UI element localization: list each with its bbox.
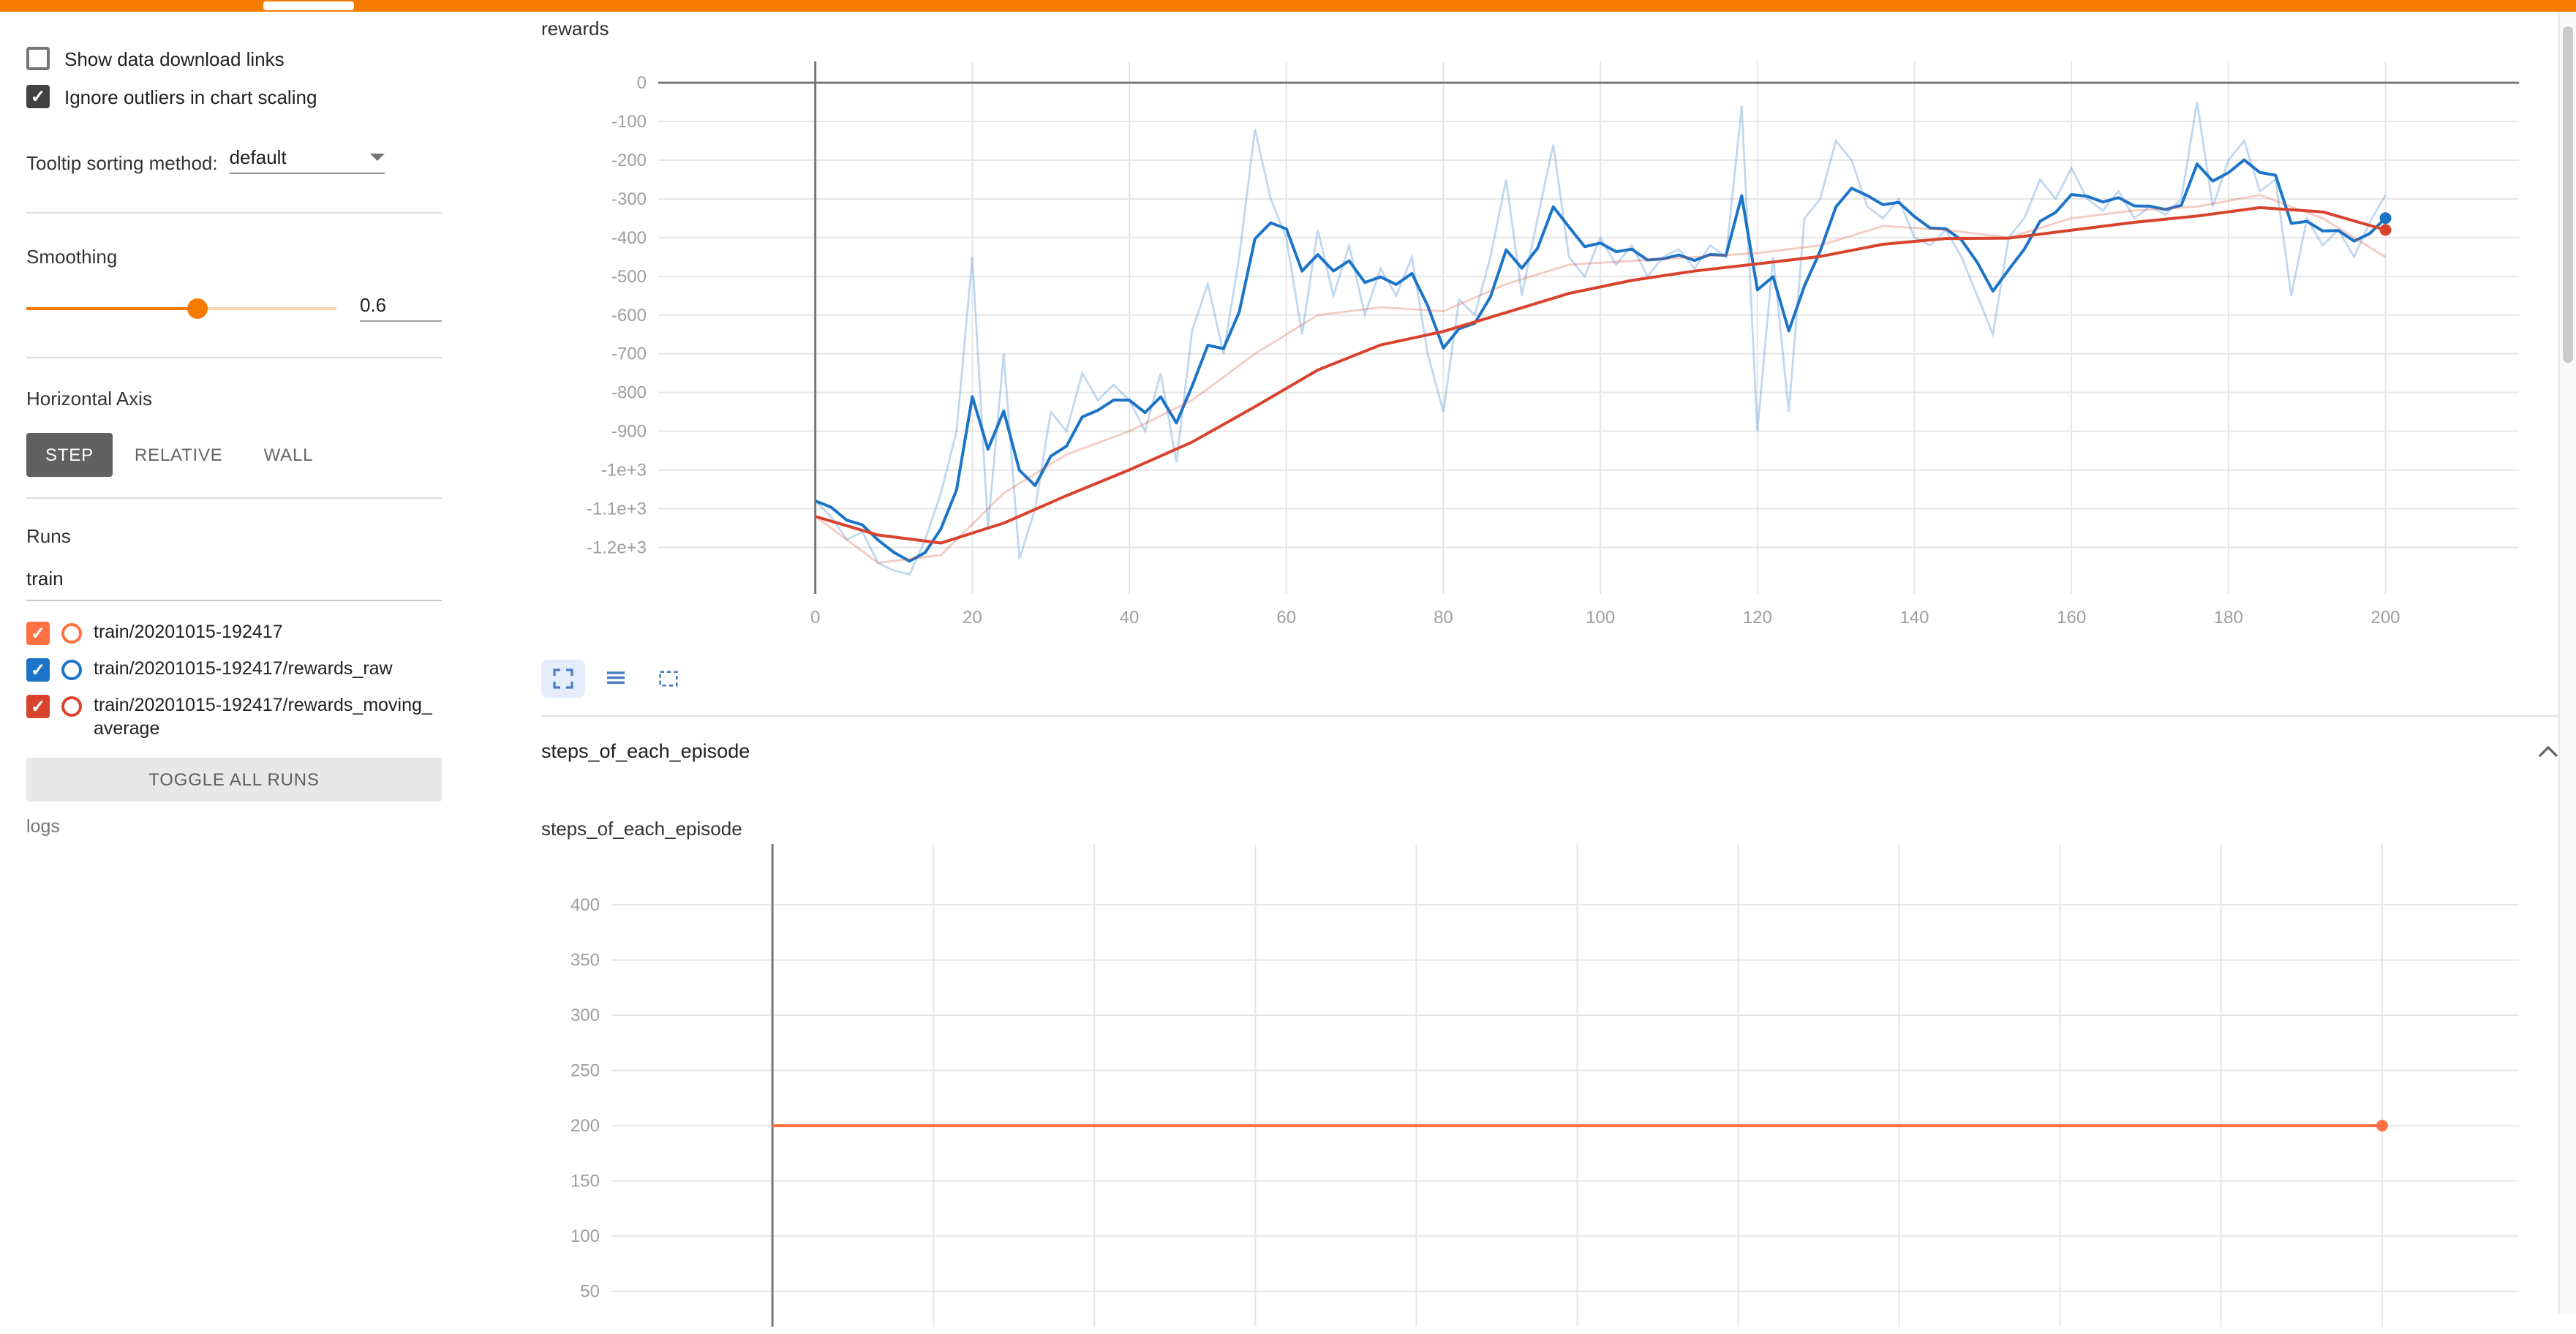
svg-text:0: 0	[810, 608, 820, 628]
view-data-button[interactable]	[594, 660, 638, 698]
run-color-swatch	[61, 623, 82, 644]
svg-text:-900: -900	[611, 422, 647, 442]
main-content: rewards 0 20 40 60 80 100 120 140 160 180 200 0 -100…	[468, 12, 2560, 1327]
svg-text:300: 300	[570, 1006, 600, 1025]
fit-domain-icon	[659, 671, 678, 687]
svg-text:-400: -400	[611, 228, 647, 248]
tooltip-sorting-dropdown[interactable]: default	[229, 146, 385, 174]
svg-text:-500: -500	[611, 267, 647, 287]
dropdown-caret-icon	[369, 154, 385, 161]
axis-option-wall[interactable]: WALL	[263, 445, 314, 465]
collapse-section-button[interactable]	[2537, 744, 2560, 758]
sidebar-divider	[26, 357, 442, 358]
toggle-all-runs-button[interactable]: TOGGLE ALL RUNS	[26, 758, 442, 802]
svg-text:-300: -300	[611, 189, 647, 209]
rewards-card: rewards 0 20 40 60 80 100 120 140 160 180 200 0 -100…	[541, 12, 2560, 701]
run-row[interactable]: ✓ train/20201015-192417	[26, 622, 442, 645]
axis-option-relative[interactable]: RELATIVE	[134, 445, 223, 465]
svg-text:140: 140	[1899, 608, 1929, 628]
run-name: train/20201015-192417	[94, 622, 283, 642]
section-title: steps_of_each_episode	[541, 740, 750, 762]
smoothing-value-input[interactable]: 0.6	[360, 294, 442, 322]
ignore-outliers-checkbox[interactable]: ✓ Ignore outliers in chart scaling	[26, 85, 442, 108]
run-checkbox[interactable]: ✓	[26, 622, 50, 645]
svg-text:400: 400	[570, 895, 600, 915]
page-scrollbar[interactable]	[2558, 12, 2576, 1314]
rewards-chart-title: rewards	[541, 18, 609, 39]
steps-card: steps_of_each_episode 400 350 300 250 200 150…	[541, 815, 2560, 1334]
run-color-swatch	[61, 660, 82, 680]
svg-text:60: 60	[1276, 608, 1296, 628]
svg-text:350: 350	[570, 951, 600, 971]
tensorboard-topbar	[0, 0, 2576, 12]
steps-line-chart[interactable]: 400 350 300 250 200 150 100 50	[541, 844, 2560, 1327]
smoothing-slider[interactable]	[26, 298, 336, 318]
svg-text:-100: -100	[611, 112, 647, 132]
smoothing-label: Smoothing	[26, 246, 118, 268]
svg-text:-600: -600	[611, 306, 647, 325]
svg-text:20: 20	[963, 608, 982, 628]
chart-toolbar	[541, 657, 2560, 701]
slider-thumb[interactable]	[187, 298, 208, 318]
svg-text:-1.1e+3: -1.1e+3	[587, 500, 647, 519]
show-data-download-links-checkbox[interactable]: Show data download links	[26, 47, 442, 70]
runs-filter-input[interactable]: train	[26, 568, 442, 601]
checkbox-unchecked-icon	[26, 47, 50, 70]
scrollbar-thumb[interactable]	[2563, 26, 2573, 363]
sidebar-divider	[26, 212, 442, 214]
checkbox-label: Show data download links	[64, 48, 285, 69]
data-list-icon	[607, 671, 625, 685]
slider-fill	[26, 306, 197, 309]
horizontal-axis-toggle: STEP RELATIVE WALL	[26, 433, 442, 477]
axis-option-step[interactable]: STEP	[26, 433, 113, 477]
horizontal-axis-label: Horizontal Axis	[26, 388, 152, 410]
svg-text:100: 100	[1586, 608, 1615, 628]
settings-sidebar: Show data download links ✓ Ignore outlie…	[0, 12, 468, 1314]
run-name: train/20201015-192417/rewards_moving_ave…	[94, 695, 432, 739]
svg-text:0: 0	[637, 73, 647, 93]
rewards-line-chart[interactable]: 0 20 40 60 80 100 120 140 160 180 200 0 -100 -200 -300…	[541, 44, 2560, 644]
active-tab-indicator	[263, 1, 354, 10]
logs-label: logs	[26, 816, 60, 837]
svg-text:160: 160	[2057, 608, 2086, 628]
svg-text:150: 150	[570, 1172, 600, 1191]
svg-text:-1.2e+3: -1.2e+3	[587, 538, 647, 557]
expand-icon	[553, 668, 573, 689]
svg-text:200: 200	[570, 1116, 600, 1136]
run-name: train/20201015-192417/rewards_raw	[94, 658, 393, 679]
sidebar-divider	[26, 497, 442, 499]
svg-text:-200: -200	[611, 151, 647, 170]
svg-text:50: 50	[580, 1282, 600, 1302]
svg-text:100: 100	[570, 1226, 600, 1246]
svg-text:250: 250	[570, 1061, 600, 1081]
expand-chart-button[interactable]	[541, 660, 585, 698]
checkbox-checked-icon: ✓	[26, 85, 50, 108]
run-checkbox[interactable]: ✓	[26, 658, 50, 682]
svg-text:120: 120	[1743, 608, 1772, 628]
tooltip-sorting-value: default	[229, 146, 287, 168]
runs-label: Runs	[26, 525, 71, 547]
run-checkbox[interactable]: ✓	[26, 695, 50, 718]
svg-text:-800: -800	[611, 383, 647, 403]
svg-text:40: 40	[1120, 608, 1140, 628]
run-row[interactable]: ✓ train/20201015-192417/rewards_moving_a…	[26, 695, 442, 741]
checkbox-label: Ignore outliers in chart scaling	[64, 86, 317, 108]
steps-chart-title: steps_of_each_episode	[541, 818, 742, 840]
svg-text:80: 80	[1434, 608, 1453, 628]
tooltip-sorting-label: Tooltip sorting method:	[26, 152, 218, 174]
run-color-swatch	[61, 696, 82, 717]
svg-text:-1e+3: -1e+3	[601, 461, 647, 481]
section-header-steps[interactable]: steps_of_each_episode	[541, 715, 2560, 783]
svg-text:180: 180	[2214, 608, 2243, 628]
fit-domain-button[interactable]	[647, 660, 690, 698]
svg-text:200: 200	[2370, 608, 2400, 628]
run-row[interactable]: ✓ train/20201015-192417/rewards_raw	[26, 658, 442, 682]
svg-text:-700: -700	[611, 344, 647, 364]
chevron-up-icon	[2538, 745, 2558, 757]
